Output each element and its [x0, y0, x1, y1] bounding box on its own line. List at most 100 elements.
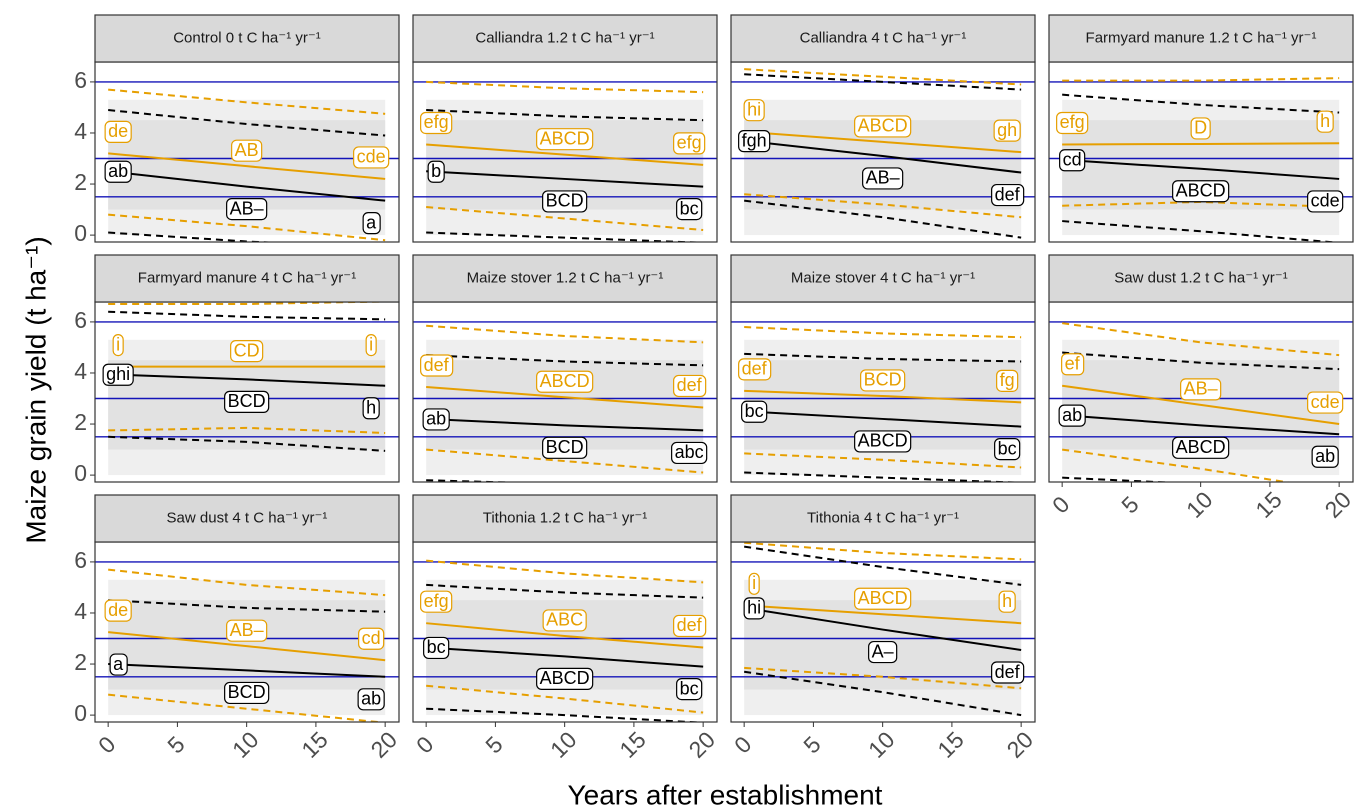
label-box — [1190, 117, 1211, 140]
label-box — [230, 339, 264, 363]
trend-line — [108, 663, 386, 678]
label-box — [423, 636, 450, 660]
interval-line — [108, 213, 386, 242]
label-box — [738, 130, 771, 153]
label-box — [104, 160, 132, 183]
label: BCD — [546, 191, 584, 211]
interval-line — [1062, 220, 1340, 242]
interval-line — [426, 324, 704, 344]
label: def — [677, 615, 703, 635]
strip-title: Tithonia 1.2 t C ha⁻¹ yr⁻¹ — [483, 509, 648, 526]
strip-title: Farmyard manure 4 t C ha⁻¹ yr⁻¹ — [138, 269, 356, 286]
label: ABCD — [540, 668, 590, 688]
label-box — [542, 609, 587, 632]
label-box — [357, 688, 385, 711]
label: def — [995, 662, 1021, 682]
interval-line — [108, 568, 386, 597]
strip-title: Maize stover 1.2 t C ha⁻¹ yr⁻¹ — [467, 269, 664, 286]
label: AB — [235, 140, 259, 160]
interval-line — [108, 599, 386, 613]
strip — [94, 494, 400, 543]
label-box — [676, 197, 703, 221]
label-box — [112, 333, 124, 357]
label: ab — [108, 161, 128, 181]
plot-area — [95, 302, 399, 476]
strip — [730, 254, 1036, 303]
label-box — [671, 441, 708, 465]
label-box — [422, 408, 450, 431]
label-box — [868, 640, 898, 664]
label-box — [993, 119, 1021, 142]
label-box — [1172, 436, 1230, 459]
trend-line — [426, 417, 704, 432]
strip-title: Maize stover 4 t C ha⁻¹ yr⁻¹ — [791, 269, 975, 286]
x-tick-label: 20 — [1002, 726, 1038, 762]
y-tick-label: 2 — [74, 649, 87, 675]
x-tick-label: 20 — [366, 726, 402, 762]
label-box — [420, 590, 453, 613]
interval-line — [426, 583, 704, 599]
interval-line — [744, 542, 1022, 561]
strip-title: Calliandra 1.2 t C ha⁻¹ yr⁻¹ — [475, 29, 654, 46]
label-box — [362, 397, 380, 420]
y-tick-label: 0 — [74, 220, 87, 246]
label: efg — [1060, 112, 1085, 132]
interval-line — [426, 231, 704, 242]
plot-area — [731, 321, 1035, 482]
label: BCD — [546, 437, 584, 457]
label-box — [741, 400, 768, 423]
label: h — [1002, 591, 1012, 611]
label-box — [226, 619, 268, 642]
y-tick-label: 0 — [74, 700, 87, 726]
label-box — [1316, 110, 1334, 133]
label-box — [226, 197, 268, 221]
label: AB– — [866, 168, 900, 188]
label: fgh — [742, 130, 767, 150]
label-box — [1307, 391, 1344, 414]
label-box — [231, 139, 263, 162]
label: cd — [1063, 150, 1082, 170]
interval-line — [426, 559, 704, 584]
label: AB– — [230, 198, 264, 218]
strip-title: Calliandra 4 t C ha⁻¹ yr⁻¹ — [800, 29, 967, 46]
y-tick-label: 6 — [74, 547, 87, 573]
label: def — [742, 359, 768, 379]
interval-line — [744, 452, 1022, 469]
y-tick-label: 4 — [74, 358, 87, 384]
label: a — [366, 212, 377, 232]
strip — [730, 494, 1036, 543]
label-box — [748, 572, 760, 595]
label: ab — [1315, 446, 1335, 466]
label: efg — [424, 591, 449, 611]
label: i — [116, 334, 120, 354]
y-tick-label: 6 — [74, 67, 87, 93]
label-box — [536, 667, 594, 690]
label: de — [108, 600, 128, 620]
strip — [412, 14, 718, 63]
x-tick-label: 5 — [480, 731, 507, 758]
label: def — [995, 184, 1021, 204]
trend-line — [426, 386, 704, 409]
plot-area — [413, 321, 717, 482]
trend-line — [744, 604, 1022, 625]
trend-line — [744, 389, 1022, 404]
trend-line — [426, 143, 704, 166]
label: ABC — [546, 610, 583, 630]
label: cde — [1311, 191, 1340, 211]
label: ABCD — [540, 371, 590, 391]
label-box — [676, 677, 703, 701]
trend-line — [426, 646, 704, 668]
label: de — [108, 121, 128, 141]
trend-line — [108, 152, 386, 180]
label-box — [542, 436, 588, 459]
label: bc — [680, 198, 699, 218]
interval-line — [426, 707, 704, 722]
label: bc — [745, 401, 764, 421]
trend-line — [108, 373, 386, 387]
strip — [94, 254, 400, 303]
trend-line — [108, 631, 386, 662]
label: AB– — [1184, 379, 1218, 399]
label: i — [752, 573, 756, 593]
label: a — [113, 654, 124, 674]
